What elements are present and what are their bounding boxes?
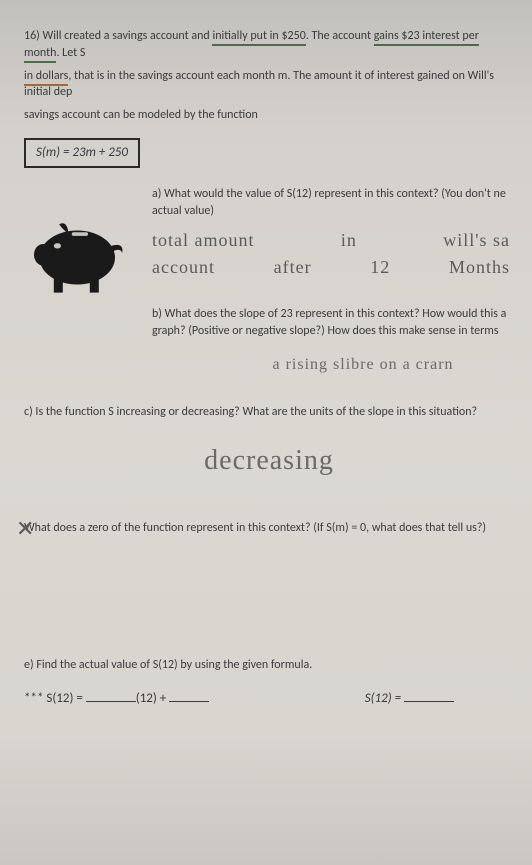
underline-dollars: in dollars (24, 69, 68, 86)
part-d-prompt: ✕ What does a zero of the function repre… (24, 520, 514, 537)
part-b-prompt: b) What does the slope of 23 represent i… (152, 306, 514, 340)
problem-intro-line2: in dollars, that is in the savings accou… (24, 68, 514, 102)
part-a-answer-line2: account after 12 Months (152, 255, 514, 280)
part-e-formula-row: *** S(12) = (12) + S(12) = (24, 690, 514, 708)
part-e-left: *** S(12) = (12) + (24, 690, 209, 708)
part-e-prompt: e) Find the actual value of S(12) by usi… (24, 657, 514, 674)
part-c-answer: decreasing (24, 441, 514, 480)
part-a-row: a) What would the value of S(12) represe… (24, 186, 514, 376)
part-a-prompt-2: actual value) (152, 203, 514, 220)
problem-number: 16) (24, 29, 40, 43)
part-c-prompt: c) Is the function S increasing or decre… (24, 404, 514, 421)
cross-mark: ✕ (16, 514, 34, 545)
part-a-prompt-1: a) What would the value of S(12) represe… (152, 186, 514, 203)
blank-1 (86, 690, 136, 702)
part-b-answer: a rising slibre on a crarn (152, 354, 514, 376)
problem-intro-line3: savings account can be modeled by the fu… (24, 107, 514, 124)
formula-box: S(m) = 23m + 250 (24, 138, 140, 168)
blank-3 (404, 690, 454, 702)
piggy-image (24, 186, 144, 376)
part-e-right: S(12) = (365, 690, 514, 708)
underline-initial: initially put in $250 (212, 29, 305, 46)
piggy-bank-icon (24, 208, 134, 298)
problem-intro-line1: 16) Will created a savings account and i… (24, 28, 514, 62)
part-a-answer-line1: total amount in will's sa (152, 228, 514, 253)
blank-2 (169, 690, 209, 702)
